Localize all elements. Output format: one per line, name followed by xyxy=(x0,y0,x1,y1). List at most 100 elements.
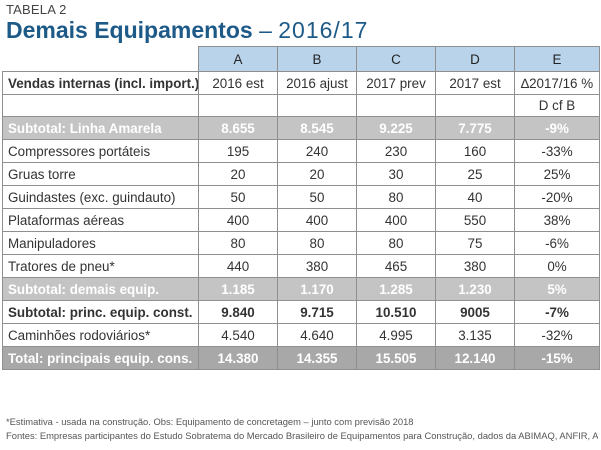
cell-value: 50 xyxy=(198,185,278,209)
row-label: Total: principais equip. cons. xyxy=(2,346,199,370)
table-kicker: TABELA 2 xyxy=(6,2,67,17)
cell-value: -15% xyxy=(514,346,600,370)
column-header: 2017 prev xyxy=(356,71,436,95)
row-label: Manipuladores xyxy=(2,231,199,255)
col-letter: D xyxy=(435,46,515,72)
sub-header-e: D cf B xyxy=(514,94,600,117)
row-label: Compressores portáteis xyxy=(2,139,199,163)
cell-value: 5% xyxy=(514,277,600,301)
title-dash: – xyxy=(259,17,272,43)
cell-value: 195 xyxy=(198,139,278,163)
sub-header-row: D cf B xyxy=(2,94,600,117)
cell-value: 9005 xyxy=(435,300,515,324)
footnote-sources: Fontes: Empresas participantes do Estudo… xyxy=(6,430,598,441)
empty-cell xyxy=(277,94,357,117)
row-label: Subtotal: princ. equip. const. xyxy=(2,300,199,324)
cell-value: 9.225 xyxy=(356,116,436,140)
cell-value: 230 xyxy=(356,139,436,163)
cell-value: 12.140 xyxy=(435,346,515,370)
cell-value: 400 xyxy=(277,208,357,232)
cell-value: 9.715 xyxy=(277,300,357,324)
table-row: Compressores portáteis 195 240 230 160 -33% xyxy=(2,139,600,163)
col-letter: B xyxy=(277,46,357,72)
empty-cell xyxy=(198,94,278,117)
corner-cell xyxy=(2,46,199,72)
cell-value: 7.775 xyxy=(435,116,515,140)
cell-value: 0% xyxy=(514,254,600,278)
cell-value: -9% xyxy=(514,116,600,140)
column-header: 2016 ajust xyxy=(277,71,357,95)
cell-value: 9.840 xyxy=(198,300,278,324)
cell-value: 440 xyxy=(198,254,278,278)
table-row: Tratores de pneu* 440 380 465 380 0% xyxy=(2,254,600,278)
table-row: Plataformas aéreas 400 400 400 550 38% xyxy=(2,208,600,232)
cell-value: 75 xyxy=(435,231,515,255)
row-label: Plataformas aéreas xyxy=(2,208,199,232)
cell-value: 40 xyxy=(435,185,515,209)
cell-value: 80 xyxy=(356,185,436,209)
row-label: Gruas torre xyxy=(2,162,199,186)
table-row: Manipuladores 80 80 80 75 -6% xyxy=(2,231,600,255)
col-letter: E xyxy=(514,46,600,72)
cell-value: -7% xyxy=(514,300,600,324)
footnote-estimate: *Estimativa - usada na construção. Obs: … xyxy=(6,416,414,427)
empty-cell xyxy=(435,94,515,117)
cell-value: 8.655 xyxy=(198,116,278,140)
cell-value: -20% xyxy=(514,185,600,209)
page-title: Demais Equipamentos – 2016/17 xyxy=(6,17,368,44)
cell-value: -33% xyxy=(514,139,600,163)
cell-value: 25 xyxy=(435,162,515,186)
cell-value: 240 xyxy=(277,139,357,163)
table-row: Gruas torre 20 20 30 25 25% xyxy=(2,162,600,186)
cell-value: 25% xyxy=(514,162,600,186)
cell-value: 8.545 xyxy=(277,116,357,140)
column-header: 2016 est xyxy=(198,71,278,95)
cell-value: 38% xyxy=(514,208,600,232)
cell-value: 400 xyxy=(356,208,436,232)
cell-value: 80 xyxy=(198,231,278,255)
row-label-header: Vendas internas (incl. import.) xyxy=(2,71,199,95)
cell-value: -32% xyxy=(514,323,600,347)
cell-value: 1.285 xyxy=(356,277,436,301)
title-main: Demais Equipamentos xyxy=(6,17,253,43)
cell-value: 20 xyxy=(277,162,357,186)
row-label: Subtotal: demais equip. xyxy=(2,277,199,301)
empty-cell xyxy=(356,94,436,117)
cell-value: 4.640 xyxy=(277,323,357,347)
cell-value: 30 xyxy=(356,162,436,186)
header-row: Vendas internas (incl. import.) 2016 est… xyxy=(2,71,600,95)
row-label: Caminhões rodoviários* xyxy=(2,323,199,347)
table-row: Caminhões rodoviários* 4.540 4.640 4.995 3.1… xyxy=(2,323,600,347)
cell-value: 4.540 xyxy=(198,323,278,347)
table-row: Guindastes (exc. guindauto) 50 50 80 40 -20% xyxy=(2,185,600,209)
row-label: Subtotal: Linha Amarela xyxy=(2,116,199,140)
table-row: Subtotal: Linha Amarela 8.655 8.545 9.225 7.… xyxy=(2,116,600,140)
cell-value: 50 xyxy=(277,185,357,209)
cell-value: 1.170 xyxy=(277,277,357,301)
cell-value: 400 xyxy=(198,208,278,232)
column-header: ∆2017/16 % xyxy=(514,71,600,95)
equipment-table: A B C D E Vendas internas (incl. import.… xyxy=(2,46,600,370)
table-row: Subtotal: princ. equip. const. 9.840 9.715… xyxy=(2,300,600,324)
column-letters-row: A B C D E xyxy=(2,46,600,72)
cell-value: 550 xyxy=(435,208,515,232)
title-period: 2016/17 xyxy=(278,17,369,43)
cell-value: 10.510 xyxy=(356,300,436,324)
cell-value: 380 xyxy=(277,254,357,278)
cell-value: 4.995 xyxy=(356,323,436,347)
cell-value: 465 xyxy=(356,254,436,278)
cell-value: 160 xyxy=(435,139,515,163)
cell-value: 80 xyxy=(356,231,436,255)
cell-value: 14.380 xyxy=(198,346,278,370)
cell-value: 80 xyxy=(277,231,357,255)
cell-value: 380 xyxy=(435,254,515,278)
cell-value: 15.505 xyxy=(356,346,436,370)
cell-value: 1.185 xyxy=(198,277,278,301)
col-letter: A xyxy=(198,46,278,72)
row-label: Guindastes (exc. guindauto) xyxy=(2,185,199,209)
table-row: Subtotal: demais equip. 1.185 1.170 1.285 1.… xyxy=(2,277,600,301)
cell-value: 3.135 xyxy=(435,323,515,347)
column-header: 2017 est xyxy=(435,71,515,95)
col-letter: C xyxy=(356,46,436,72)
cell-value: 1.230 xyxy=(435,277,515,301)
